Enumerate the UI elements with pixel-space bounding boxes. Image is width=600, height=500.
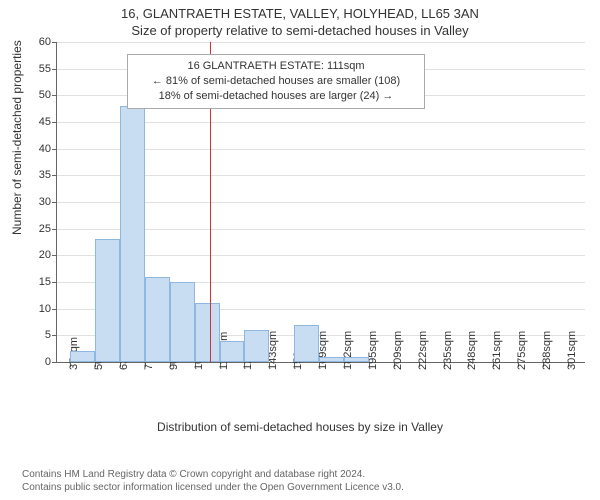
histogram-bar xyxy=(95,239,120,362)
chart-title-line1: 16, GLANTRAETH ESTATE, VALLEY, HOLYHEAD,… xyxy=(0,6,600,21)
histogram-bar xyxy=(319,357,344,362)
copyright-line2: Contains public sector information licen… xyxy=(22,482,404,495)
x-tick-label: 248sqm xyxy=(466,331,478,370)
x-tick-label: 261sqm xyxy=(491,331,503,370)
annotation-line: 18% of semi-detached houses are larger (… xyxy=(136,89,416,104)
y-tick-label: 15 xyxy=(39,276,57,288)
x-tick-label: 235sqm xyxy=(442,331,454,370)
y-tick-label: 30 xyxy=(39,196,57,208)
copyright-line1: Contains HM Land Registry data © Crown c… xyxy=(22,469,404,482)
x-tick-label: 222sqm xyxy=(417,331,429,370)
histogram-bar xyxy=(120,106,145,362)
x-axis-label: Distribution of semi-detached houses by … xyxy=(0,420,600,434)
histogram-bar xyxy=(170,282,195,362)
histogram-bar xyxy=(344,357,369,362)
histogram-bar xyxy=(244,330,269,362)
y-tick-label: 35 xyxy=(39,169,57,181)
y-tick-label: 55 xyxy=(39,63,57,75)
y-tick-label: 60 xyxy=(39,36,57,48)
x-tick-label: 301sqm xyxy=(566,331,578,370)
copyright-notice: Contains HM Land Registry data © Crown c… xyxy=(22,469,404,494)
annotation-line: ← 81% of semi-detached houses are smalle… xyxy=(136,74,416,89)
x-tick-label: 275sqm xyxy=(516,331,528,370)
histogram-bar xyxy=(294,325,319,362)
x-tick-label: 182sqm xyxy=(342,331,354,370)
gridline xyxy=(57,42,585,43)
y-tick-label: 0 xyxy=(45,356,57,368)
y-tick-label: 50 xyxy=(39,89,57,101)
chart-container: Number of semi-detached properties 05101… xyxy=(0,42,600,442)
y-tick-label: 10 xyxy=(39,303,57,315)
histogram-bar xyxy=(195,303,220,362)
y-tick-label: 25 xyxy=(39,223,57,235)
annotation-line: 16 GLANTRAETH ESTATE: 111sqm xyxy=(136,59,416,74)
x-tick-label: 209sqm xyxy=(392,331,404,370)
annotation-box: 16 GLANTRAETH ESTATE: 111sqm← 81% of sem… xyxy=(127,54,425,109)
y-tick-label: 20 xyxy=(39,249,57,261)
x-tick-label: 195sqm xyxy=(367,331,379,370)
chart-title-area: 16, GLANTRAETH ESTATE, VALLEY, HOLYHEAD,… xyxy=(0,0,600,38)
y-tick-label: 40 xyxy=(39,143,57,155)
x-tick-label: 288sqm xyxy=(541,331,553,370)
histogram-bar xyxy=(70,351,95,362)
y-tick-label: 5 xyxy=(45,329,57,341)
y-axis-label: Number of semi-detached properties xyxy=(10,40,24,235)
plot-area: 05101520253035404550556037sqm50sqm63sqm7… xyxy=(56,42,585,363)
chart-title-line2: Size of property relative to semi-detach… xyxy=(0,23,600,38)
histogram-bar xyxy=(220,341,245,362)
histogram-bar xyxy=(145,277,170,362)
y-tick-label: 45 xyxy=(39,116,57,128)
